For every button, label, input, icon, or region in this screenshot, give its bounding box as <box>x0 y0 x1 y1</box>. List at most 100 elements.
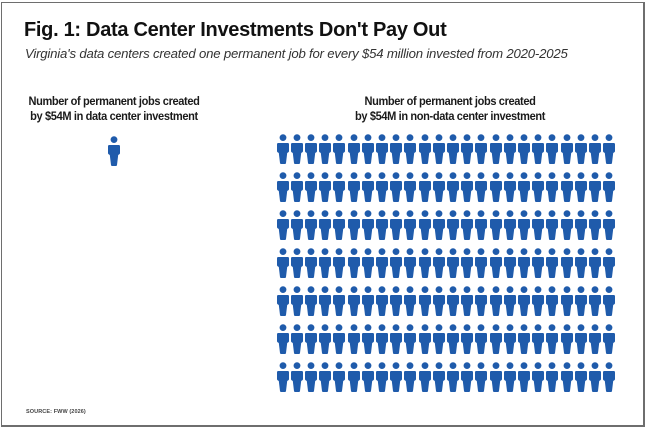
person-icon <box>276 172 289 202</box>
person-icon <box>347 134 360 164</box>
person-icon <box>603 248 616 278</box>
person-icon <box>375 210 388 240</box>
person-icon <box>489 248 502 278</box>
person-icon <box>503 324 516 354</box>
person-icon <box>475 134 488 164</box>
person-icon <box>319 324 332 354</box>
person-icon <box>361 324 374 354</box>
person-icon <box>319 286 332 316</box>
person-icon <box>461 172 474 202</box>
person-icon <box>304 172 317 202</box>
person-icon <box>276 210 289 240</box>
person-icon <box>461 134 474 164</box>
person-icon <box>560 286 573 316</box>
person-icon <box>347 210 360 240</box>
person-icon <box>404 172 417 202</box>
person-icon <box>574 286 587 316</box>
person-icon <box>319 172 332 202</box>
person-icon <box>560 172 573 202</box>
person-icon <box>503 286 516 316</box>
person-icon <box>333 324 346 354</box>
person-icon <box>461 362 474 392</box>
person-icon <box>446 172 459 202</box>
person-icon <box>404 286 417 316</box>
person-icon <box>560 210 573 240</box>
person-icon <box>603 324 616 354</box>
person-icon <box>517 210 530 240</box>
person-icon <box>319 248 332 278</box>
person-icon <box>375 172 388 202</box>
person-icon <box>390 286 403 316</box>
person-icon <box>546 248 559 278</box>
person-icon <box>517 248 530 278</box>
person-icon <box>446 362 459 392</box>
person-icon <box>446 286 459 316</box>
person-icon <box>546 210 559 240</box>
person-icon <box>560 134 573 164</box>
person-icon <box>560 362 573 392</box>
person-icon <box>461 248 474 278</box>
person-icon <box>432 210 445 240</box>
person-icon <box>546 134 559 164</box>
person-icon <box>532 172 545 202</box>
source-note: SOURCE: FWW (2026) <box>26 409 86 415</box>
person-icon <box>361 134 374 164</box>
person-icon <box>603 362 616 392</box>
person-icon <box>108 136 120 166</box>
non-data-center-label-line2: by $54M in non-data center investment <box>354 109 546 123</box>
person-icon <box>418 286 431 316</box>
person-icon <box>418 172 431 202</box>
chart-subtitle: Virginia's data centers created one perm… <box>25 46 568 61</box>
person-icon <box>276 286 289 316</box>
person-icon <box>319 362 332 392</box>
person-icon <box>432 286 445 316</box>
person-icon <box>276 134 289 164</box>
person-icon <box>418 134 431 164</box>
person-icon <box>574 362 587 392</box>
data-center-label-line1: Number of permanent jobs created <box>28 94 200 108</box>
person-icon <box>375 134 388 164</box>
person-icon <box>432 248 445 278</box>
person-icon <box>517 286 530 316</box>
person-icon <box>390 248 403 278</box>
person-icon <box>432 172 445 202</box>
person-icon <box>574 324 587 354</box>
person-icon <box>290 362 303 392</box>
person-icon <box>276 324 289 354</box>
person-icon <box>333 286 346 316</box>
person-icon <box>475 286 488 316</box>
person-icon <box>475 210 488 240</box>
person-icon <box>517 172 530 202</box>
person-icon <box>461 210 474 240</box>
person-icon <box>603 210 616 240</box>
person-icon <box>560 248 573 278</box>
person-icon <box>532 134 545 164</box>
person-icon <box>574 248 587 278</box>
person-icon <box>390 172 403 202</box>
person-icon <box>503 362 516 392</box>
person-icon <box>574 172 587 202</box>
person-icon <box>319 210 332 240</box>
person-icon <box>404 134 417 164</box>
person-icon <box>375 362 388 392</box>
person-icon <box>304 362 317 392</box>
person-icon <box>333 362 346 392</box>
person-icon <box>418 362 431 392</box>
person-icon <box>361 210 374 240</box>
person-icon <box>290 210 303 240</box>
person-icon <box>461 286 474 316</box>
person-icon <box>446 210 459 240</box>
person-icon <box>290 248 303 278</box>
person-icon <box>546 286 559 316</box>
person-icon <box>390 134 403 164</box>
person-icon <box>304 286 317 316</box>
person-icon <box>361 172 374 202</box>
person-icon <box>475 248 488 278</box>
person-icon <box>461 324 474 354</box>
person-icon <box>404 210 417 240</box>
person-icon <box>361 286 374 316</box>
non-data-center-label-line1: Number of permanent jobs created <box>364 94 536 108</box>
person-icon <box>489 210 502 240</box>
person-icon <box>432 324 445 354</box>
person-icon <box>404 362 417 392</box>
